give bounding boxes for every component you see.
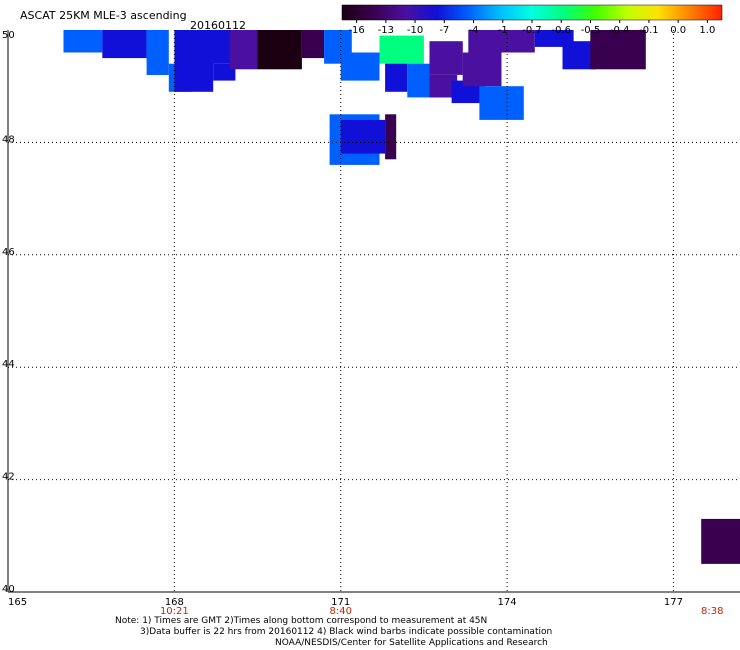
- colorbar-bar: [341, 4, 723, 21]
- colorbar-label-1: -13: [378, 25, 394, 36]
- time-label-0: 10:21: [160, 606, 189, 617]
- data-cell-8: [257, 30, 302, 70]
- colorbar-label-4: -4: [469, 25, 479, 36]
- note-line-1: Note: 1) Times are GMT 2)Times along bot…: [115, 616, 488, 626]
- data-cell-2: [146, 30, 169, 75]
- data-cell-13: [385, 63, 408, 92]
- y-tick-label-44: 44: [2, 359, 15, 370]
- x-tick-label-177: 177: [664, 597, 683, 608]
- data-cell-1: [102, 30, 147, 59]
- time-label-2: 8:38: [701, 606, 723, 617]
- axes: [7, 30, 740, 593]
- chart-date: 20160112: [190, 19, 246, 32]
- colorbar-label-6: -0.7: [522, 25, 542, 36]
- x-tick-label-174: 174: [498, 597, 517, 608]
- data-cell-27: [701, 518, 740, 564]
- colorbar-label-0: -16: [348, 25, 364, 36]
- colorbar: -16 -13 -10 -7 -4 -1 -0.7 -0.6 -0.5 -0.4 -0.1 0.0 1.…: [341, 4, 723, 36]
- x-tick-label-165: 165: [8, 597, 27, 608]
- chart-title: ASCAT 25KM MLE-3 ascending: [20, 9, 187, 22]
- data-cell-11: [340, 52, 380, 81]
- colorbar-label-3: -7: [439, 25, 449, 36]
- data-cell-17: [451, 80, 485, 104]
- colorbar-label-9: -0.4: [610, 25, 630, 36]
- grid-lines: [8, 30, 740, 592]
- data-cell-26: [385, 114, 397, 160]
- colorbar-label-10: -0.1: [639, 25, 659, 36]
- data-cell-12: [379, 35, 424, 64]
- y-tick-label-50: 50: [2, 30, 15, 41]
- colorbar-label-12: 1.0: [699, 25, 715, 36]
- y-tick-label-40: 40: [2, 584, 15, 595]
- time-label-1: 8:40: [329, 606, 351, 617]
- data-cell-20: [468, 30, 535, 53]
- data-cell-15: [429, 41, 463, 75]
- colorbar-label-2: -10: [407, 25, 423, 36]
- data-cell-7: [229, 30, 258, 70]
- data-cells: [63, 30, 740, 564]
- colorbar-label-7: -0.6: [551, 25, 571, 36]
- note-line-2: 3)Data buffer is 22 hrs from 20160112 4)…: [140, 627, 553, 637]
- data-cell-0: [63, 30, 103, 53]
- data-cell-16: [429, 75, 458, 98]
- x-tick-label-168: 168: [165, 597, 184, 608]
- colorbar-label-8: -0.5: [581, 25, 601, 36]
- data-cell-19: [479, 86, 524, 120]
- note-line-3: NOAA/NESDIS/Center for Satellite Applica…: [275, 638, 548, 648]
- y-tick-label-46: 46: [2, 247, 15, 258]
- data-cell-14: [407, 63, 430, 98]
- data-cell-22: [562, 41, 596, 70]
- data-cell-25: [340, 119, 386, 154]
- x-tick-label-171: 171: [331, 597, 350, 608]
- data-cell-9: [301, 30, 325, 59]
- data-cell-18: [462, 52, 502, 87]
- y-tick-label-42: 42: [2, 472, 15, 483]
- colorbar-label-5: -1: [498, 25, 508, 36]
- colorbar-label-11: 0.0: [670, 25, 686, 36]
- data-cell-23: [590, 30, 646, 70]
- tick-labels: 165 168 171 174 177 50 48 46 44 42 40 10:21 8:40 8:38: [2, 30, 724, 617]
- y-tick-label-48: 48: [2, 134, 15, 145]
